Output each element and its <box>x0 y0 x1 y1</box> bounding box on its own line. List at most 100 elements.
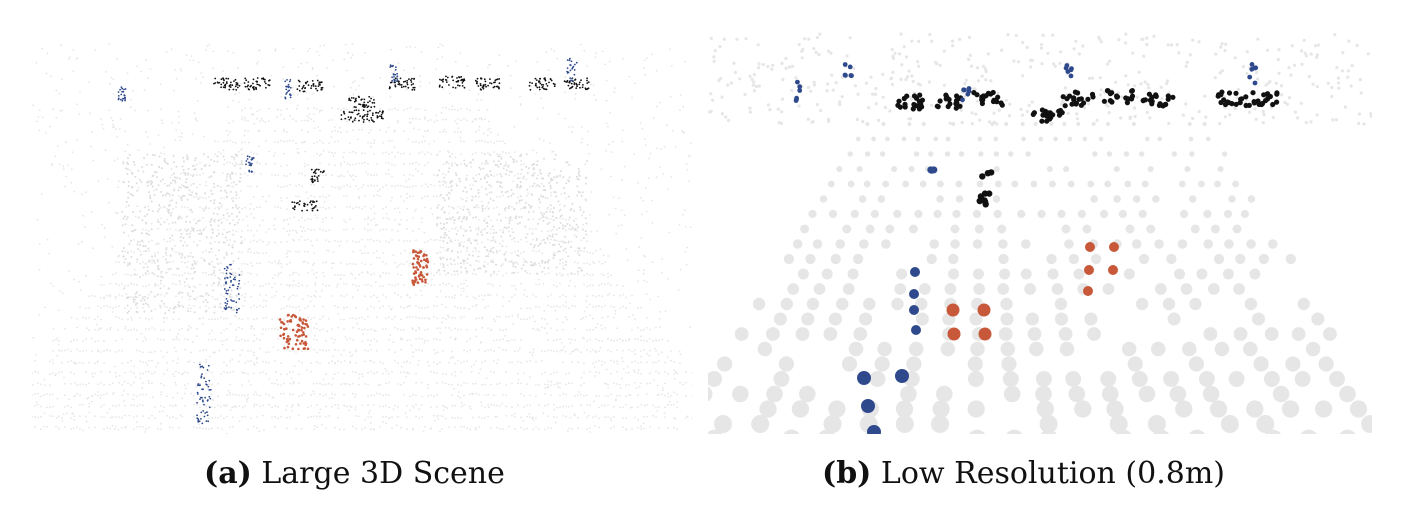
ground-point <box>223 361 225 364</box>
ground-point <box>313 338 315 341</box>
ground-point <box>94 49 97 51</box>
ground-point <box>289 261 291 264</box>
ground-point <box>337 283 339 286</box>
ground-point <box>589 338 591 341</box>
ground-point <box>223 228 225 231</box>
ground-point <box>289 172 291 175</box>
ground-point <box>126 72 129 75</box>
ground-point <box>235 184 238 186</box>
ground-point <box>344 336 347 338</box>
ground-point <box>408 122 411 124</box>
ground-point <box>190 230 192 233</box>
wall-point <box>519 155 522 158</box>
ground-point <box>97 391 100 393</box>
ground-point <box>355 151 357 154</box>
ground-point <box>596 230 598 233</box>
ground-point <box>493 404 495 407</box>
ground-point <box>322 283 324 286</box>
ground-point <box>601 262 603 265</box>
wall-point <box>191 277 194 280</box>
ground-point <box>277 274 279 277</box>
ground-point <box>278 259 281 262</box>
ground-point <box>607 294 609 296</box>
ground-point <box>379 274 381 277</box>
ground-point <box>397 283 399 286</box>
ground-point <box>103 305 105 307</box>
ground-point <box>673 417 675 419</box>
ground-point <box>490 383 492 386</box>
ground-point <box>369 360 371 362</box>
ground-point <box>490 348 492 351</box>
ground-point <box>385 393 387 396</box>
ground-point <box>634 318 636 320</box>
ground-point <box>184 405 186 407</box>
ground-point <box>394 326 396 329</box>
ground-point <box>221 310 224 313</box>
ground-point <box>331 405 333 408</box>
wall-point <box>507 165 510 168</box>
wall-point <box>449 240 452 242</box>
ground-point <box>101 223 104 226</box>
ground-point <box>592 284 594 287</box>
wall-point <box>159 279 162 282</box>
ground-point <box>490 273 492 276</box>
ground-point <box>373 205 375 208</box>
ground-point <box>634 360 636 363</box>
ground-point <box>133 428 135 430</box>
wall-point <box>489 250 492 253</box>
ground-point <box>589 263 591 266</box>
ground-point <box>76 317 78 320</box>
ground-point <box>469 213 471 216</box>
wall-point <box>445 258 448 261</box>
ground-point <box>670 394 672 397</box>
ground-point <box>574 295 576 298</box>
wall-point <box>191 263 194 266</box>
ground-point <box>367 328 369 331</box>
wall-point <box>211 228 214 231</box>
ground-point <box>52 415 54 418</box>
ground-point <box>139 372 141 375</box>
ground-point <box>222 70 224 72</box>
ground-point <box>430 284 432 287</box>
ground-point <box>642 199 645 202</box>
ground-point <box>88 382 90 385</box>
ground-point <box>322 271 324 274</box>
ground-point <box>286 240 288 243</box>
ground-point <box>304 260 306 263</box>
ground-point <box>589 314 591 317</box>
ground-point <box>266 243 269 246</box>
ground-point <box>331 295 333 297</box>
ground-point <box>456 122 458 125</box>
ground-point <box>184 371 186 373</box>
wall-point <box>438 180 441 183</box>
ground-point <box>370 328 372 331</box>
ground-point <box>34 359 36 362</box>
ground-point <box>318 54 321 57</box>
wall-point <box>203 153 205 156</box>
ground-point <box>688 180 691 183</box>
ground-point <box>409 174 411 176</box>
ground-point <box>571 126 574 128</box>
ground-point <box>178 135 181 138</box>
ground-point <box>496 133 499 136</box>
ground-point <box>302 260 305 263</box>
ground-point <box>577 361 579 364</box>
ground-point <box>671 129 674 132</box>
wall-point <box>231 245 234 248</box>
ground-point <box>376 184 378 187</box>
ground-point <box>430 394 432 397</box>
ground-point <box>439 361 441 364</box>
ground-point <box>477 93 480 96</box>
ground-point <box>496 339 498 341</box>
ground-point <box>339 278 342 280</box>
ground-point <box>421 395 423 398</box>
ground-point <box>116 212 119 215</box>
ground-point <box>437 46 440 49</box>
ground-point <box>658 166 661 169</box>
ground-point <box>436 338 438 341</box>
ground-point <box>442 163 445 166</box>
ground-point <box>613 339 615 342</box>
ground-point <box>496 75 499 77</box>
ground-point <box>289 340 291 343</box>
ground-point <box>322 229 324 231</box>
